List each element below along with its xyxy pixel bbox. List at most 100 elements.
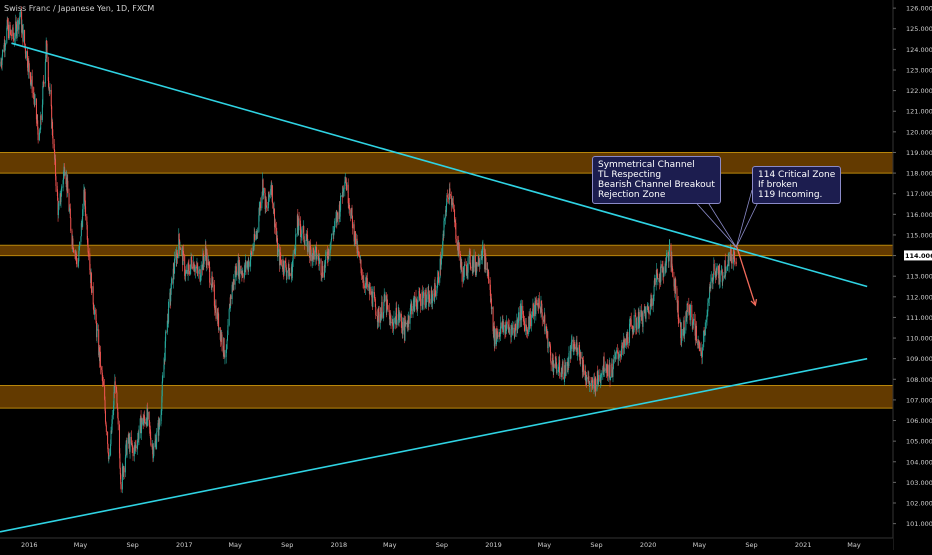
candle-body <box>485 257 487 270</box>
candle-body <box>132 446 134 448</box>
candle-body <box>543 321 545 322</box>
x-tick-label: 2019 <box>485 541 502 549</box>
candle-body <box>419 293 421 299</box>
candle-body <box>28 63 30 73</box>
candle-body <box>95 309 97 315</box>
candle-body <box>76 258 78 265</box>
candle-body <box>34 99 36 103</box>
candle-body <box>0 61 2 65</box>
candle-body <box>398 310 400 320</box>
candle-body <box>200 264 202 277</box>
candle-body <box>611 363 613 373</box>
candle-body <box>141 418 143 425</box>
candle-body <box>330 241 332 249</box>
candle-body <box>258 215 260 232</box>
candle-body <box>354 231 356 245</box>
candle-body <box>223 338 225 355</box>
candle-body <box>700 347 702 353</box>
candle-body <box>16 24 18 37</box>
candle-body <box>484 254 486 270</box>
candle-body <box>335 217 337 222</box>
candle-body <box>642 312 644 327</box>
candle-body <box>442 233 444 242</box>
candle-body <box>609 376 611 381</box>
candle-body <box>87 239 89 246</box>
candle-body <box>205 246 207 255</box>
candle-body <box>149 427 151 430</box>
candle-body <box>694 320 696 336</box>
candle-body <box>101 367 103 371</box>
candle-body <box>50 90 52 107</box>
candle-body <box>163 359 165 365</box>
candle-body <box>595 377 597 391</box>
candle-body <box>558 362 560 370</box>
candle-body <box>449 194 451 196</box>
candle-body <box>452 202 454 210</box>
candle-body <box>111 415 113 424</box>
candle-body <box>458 242 460 254</box>
candle-body <box>120 484 122 490</box>
candle-body <box>18 18 20 21</box>
candle-body <box>463 266 465 278</box>
candle-body <box>152 456 154 459</box>
candle-body <box>320 259 322 276</box>
candle-body <box>161 396 163 411</box>
candle-body <box>689 307 691 313</box>
candle-body <box>617 350 619 354</box>
candle-body <box>158 420 160 436</box>
candle-body <box>75 252 77 259</box>
x-tick-label: Sep <box>281 541 293 549</box>
candle-body <box>725 272 727 275</box>
candle-body <box>318 260 320 264</box>
candle-body <box>449 188 451 195</box>
candle-body <box>710 277 712 282</box>
candle-body <box>488 279 490 281</box>
candle-body <box>454 221 456 223</box>
candle-body <box>313 250 315 260</box>
candle-body <box>564 365 566 374</box>
candle-body <box>684 330 686 336</box>
candle-body <box>360 260 362 268</box>
y-tick-label: 121.000 <box>906 108 932 116</box>
candle-body <box>436 290 438 296</box>
candle-body <box>149 420 151 428</box>
candle-body <box>301 226 303 234</box>
candle-body <box>651 297 653 306</box>
candle-body <box>701 347 703 358</box>
candle-body <box>397 314 399 324</box>
candle-body <box>63 171 65 181</box>
candle-body <box>267 207 269 209</box>
candle-body <box>425 289 427 303</box>
candle-body <box>534 304 536 317</box>
candle-body <box>653 285 655 297</box>
candle-body <box>720 270 722 273</box>
candle-body <box>208 261 210 264</box>
candle-body <box>484 254 486 258</box>
candle-body <box>74 252 76 254</box>
x-tick-label: Sep <box>590 541 602 549</box>
candle-body <box>401 321 403 328</box>
candle-body <box>697 340 699 346</box>
candle-body <box>627 342 629 343</box>
candle-body <box>104 410 106 422</box>
candle-body <box>723 275 725 277</box>
candle-body <box>143 415 145 419</box>
candle-body <box>190 256 192 265</box>
candle-body <box>44 61 46 84</box>
candle-body <box>47 61 49 82</box>
candle-body <box>82 209 84 227</box>
x-tick-label: Sep <box>126 541 138 549</box>
candle-body <box>182 251 184 256</box>
candle-body <box>110 430 112 445</box>
candle-body <box>421 292 423 307</box>
candle-body <box>707 298 709 303</box>
candle-body <box>310 245 312 250</box>
candle-body <box>694 318 696 321</box>
candle-body <box>162 377 164 382</box>
candle-body <box>265 205 267 208</box>
candle-body <box>323 264 325 278</box>
candle-body <box>286 270 288 273</box>
candle-body <box>703 330 705 348</box>
candle-body <box>83 189 85 210</box>
